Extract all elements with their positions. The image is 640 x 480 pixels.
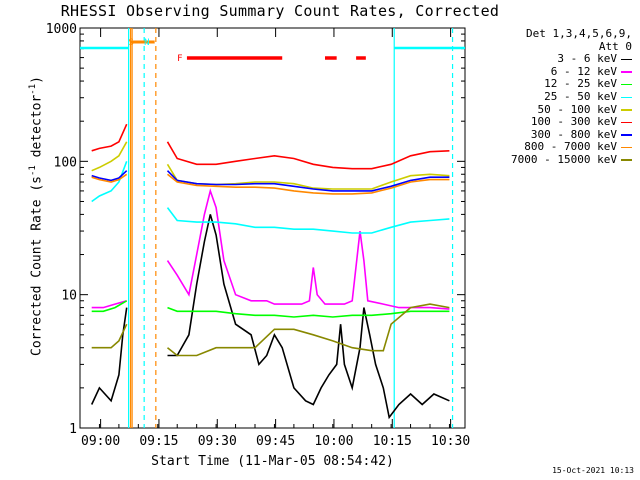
legend-entry: 6 - 12 keV (511, 64, 632, 79)
y-axis-label-suffix: ) (29, 76, 45, 84)
legend-header-detectors: Det 1,3,4,5,6,9, (526, 27, 632, 40)
y-tick-label: 1000 (46, 22, 77, 37)
legend-header-attenuator: Att 0 (598, 39, 632, 53)
y-tick-label: 10 (61, 289, 77, 304)
series-line-2 (91, 300, 128, 313)
x-tick-label: 09:45 (256, 434, 295, 449)
series-line-7 (167, 173, 450, 195)
legend-entry-label: 100 - 300 keV (530, 115, 617, 129)
x-axis-label: Start Time (11-Mar-05 08:54:42) (151, 454, 394, 469)
y-tick-label: 1 (69, 422, 77, 437)
series-line-0 (167, 214, 450, 420)
legend-entry-label: 6 - 12 keV (550, 64, 617, 78)
legend-swatch (621, 159, 632, 161)
legend-entries: 3 - 6 keV 6 - 12 keV 12 - 25 keV 25 - 50 ke… (511, 53, 632, 166)
series-line-2 (167, 306, 450, 318)
series-line-7 (91, 173, 128, 183)
legend-swatch (621, 83, 632, 86)
series-line-0 (90, 307, 128, 405)
legend-entry: 50 - 100 keV (511, 102, 632, 117)
series-line-6 (91, 170, 128, 182)
legend-entry: 25 - 50 keV (511, 89, 632, 104)
series-line-5 (166, 141, 450, 170)
y-tick-label: 100 (54, 155, 77, 170)
legend-swatch (621, 58, 632, 61)
legend-swatch (621, 109, 632, 111)
x-tick-label: 10:30 (431, 434, 470, 449)
x-tick-label: 09:15 (139, 434, 178, 449)
legend-entry-label: 300 - 800 keV (530, 127, 617, 141)
plot-area: 1 10 100 1000 09:00 09:15 09:30 09:45 10:00 10:15… (46, 22, 470, 449)
series-line-8 (166, 303, 450, 357)
x-tick-label: 09:30 (198, 434, 237, 449)
legend-entry: 300 - 800 keV (511, 127, 632, 142)
plot-frame (79, 27, 466, 429)
y-axis-label-prefix: Corrected Count Rate (s (29, 175, 45, 356)
x-tick-label: 09:00 (81, 434, 120, 449)
series-line-5 (91, 123, 128, 152)
series-line-1 (166, 188, 450, 310)
legend-swatch (621, 146, 632, 149)
series-line-6 (166, 170, 450, 192)
y-axis-label-mid: detector (29, 94, 45, 166)
generation-timestamp: 15-Oct-2021 10:13 (552, 466, 634, 475)
legend-entry: 800 - 7000 keV (511, 141, 632, 154)
y-axis-label-sup-2: -1 (28, 83, 38, 95)
legend-entry: 7000 - 15000 keV (511, 152, 632, 167)
y-axis-label-sup-1: -1 (28, 165, 38, 176)
legend-swatch (621, 121, 632, 124)
series-line-3 (166, 207, 450, 234)
legend-entry: 3 - 6 keV (511, 53, 632, 66)
y-axis-label: Corrected Count Rate (s-1 detector-1) (28, 76, 44, 356)
series-line-4 (91, 141, 128, 172)
marker-label-n: N (144, 38, 149, 48)
marker-label-f: F (177, 54, 182, 64)
series-line-1 (91, 300, 127, 309)
legend-entry-label: 800 - 7000 keV (524, 140, 617, 154)
series-line-8 (91, 323, 128, 349)
x-tick-label: 10:00 (314, 434, 353, 449)
legend-entry-label: 12 - 25 keV (544, 77, 617, 91)
legend-swatch (621, 134, 632, 136)
chart-title: RHESSI Observing Summary Count Rates, Co… (60, 2, 500, 20)
legend-entry: 100 - 300 keV (511, 116, 632, 129)
legend: Det 1,3,4,5,6,9, Att 0 3 - 6 keV 6 - 12 k… (511, 27, 632, 167)
legend-swatch (621, 96, 632, 99)
legend-entry-label: 25 - 50 keV (544, 89, 617, 103)
legend-swatch (621, 71, 632, 73)
legend-entry-label: 3 - 6 keV (557, 52, 617, 66)
legend-entry-label: 50 - 100 keV (537, 102, 617, 116)
x-tick-label: 10:15 (373, 434, 412, 449)
legend-entry: 12 - 25 keV (511, 78, 632, 91)
legend-entry-label: 7000 - 15000 keV (511, 152, 617, 166)
